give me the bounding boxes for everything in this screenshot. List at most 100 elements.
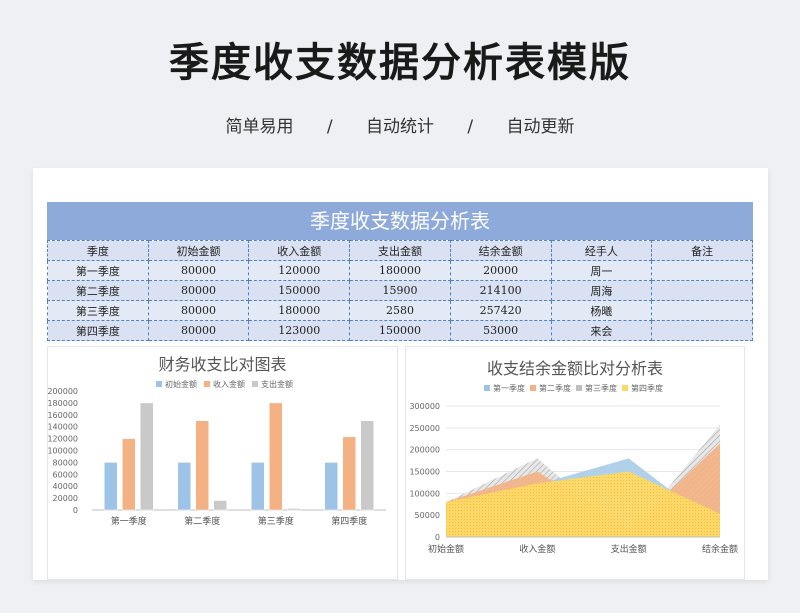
header-cell: 收入金额 <box>248 240 351 261</box>
table-cell: 180000 <box>349 260 451 281</box>
table-cell: 80000 <box>147 260 250 281</box>
legend-swatch <box>156 381 162 387</box>
y-tick-label: 200000 <box>48 387 78 396</box>
bar <box>195 420 209 511</box>
feature-easy: 简单易用 <box>225 117 294 137</box>
y-tick-label: 50000 <box>415 511 440 520</box>
bar <box>122 438 136 511</box>
x-tick-label: 收入金额 <box>519 543 555 555</box>
table-cell: 80000 <box>147 300 250 321</box>
x-tick-label: 第二季度 <box>184 515 220 527</box>
header-cell: 结余金额 <box>449 240 552 261</box>
bar <box>360 420 374 511</box>
header-cell: 备注 <box>651 240 753 261</box>
x-tick-label: 第一季度 <box>111 515 147 527</box>
table-cell: 第一季度 <box>47 260 149 281</box>
bar-chart: 财务收支比对图表 0 20000 40000 60000 80000 100000 1200… <box>47 346 398 580</box>
bar-chart-plot: 0 20000 40000 60000 80000 100000 120000 140000 1… <box>48 379 386 527</box>
legend-label: 第一季度 <box>493 383 525 393</box>
sheet-title: 季度收支数据分析表 <box>47 202 753 240</box>
bar <box>104 462 118 511</box>
bar <box>287 508 301 511</box>
table-cell: 20000 <box>449 260 552 281</box>
table-cell: 180000 <box>248 300 351 321</box>
table-row: 第一季度 80000 120000 180000 20000 周一 <box>47 260 753 281</box>
table-row: 第三季度 80000 180000 2580 257420 杨曦 <box>47 300 753 321</box>
table-cell: 257420 <box>449 300 552 321</box>
bar <box>140 402 154 511</box>
legend-swatch <box>576 385 582 391</box>
y-tick-label: 0 <box>73 506 78 515</box>
table-cell: 123000 <box>248 320 351 341</box>
table-cell: 53000 <box>449 320 552 341</box>
y-tick-label: 80000 <box>53 458 78 467</box>
feature-separator: / <box>326 117 333 137</box>
x-tick-label: 第四季度 <box>331 515 367 527</box>
table-cell: 来会 <box>550 320 653 341</box>
bar-chart-title: 财务收支比对图表 <box>158 355 287 374</box>
table-cell: 80000 <box>147 320 250 341</box>
bar <box>342 436 356 511</box>
table-cell: 杨曦 <box>550 300 653 321</box>
table-row: 第四季度 80000 123000 150000 53000 来会 <box>47 320 753 341</box>
feature-tags: 简单易用 / 自动统计 / 自动更新 <box>0 112 800 137</box>
y-tick-label: 140000 <box>48 423 78 432</box>
x-tick-label: 初始金额 <box>428 543 464 555</box>
legend-swatch <box>530 385 536 391</box>
page-title: 季度收支数据分析表模版 <box>169 40 631 86</box>
table-cell: 第二季度 <box>47 280 149 301</box>
spreadsheet-preview: 季度收支数据分析表 季度 初始金额 收入金额 支出金额 结余金额 经手人 备注 … <box>33 168 768 580</box>
y-tick-label: 160000 <box>48 411 78 420</box>
table-cell: 第四季度 <box>47 320 149 341</box>
table-cell <box>651 260 753 281</box>
legend-swatch <box>622 385 628 391</box>
y-tick-label: 180000 <box>48 399 78 408</box>
y-tick-label: 100000 <box>409 489 440 498</box>
feature-auto-update: 自动更新 <box>506 117 575 137</box>
area-chart: 收支结余金额比对分析表 0 50000 100000 150000 200000 2500… <box>405 346 745 580</box>
y-tick-label: 300000 <box>409 402 440 411</box>
table-cell: 120000 <box>248 260 351 281</box>
y-tick-label: 20000 <box>53 494 78 503</box>
data-table: 季度 初始金额 收入金额 支出金额 结余金额 经手人 备注 第一季度 80000… <box>47 240 753 341</box>
table-cell <box>651 280 753 301</box>
area-chart-title: 收支结余金额比对分析表 <box>486 359 663 378</box>
header-cell: 支出金额 <box>349 240 451 261</box>
legend-label: 第二季度 <box>539 383 571 393</box>
bar <box>324 462 338 511</box>
y-tick-label: 0 <box>435 533 440 542</box>
y-tick-label: 40000 <box>53 482 78 491</box>
table-cell: 150000 <box>248 280 351 301</box>
legend-swatch <box>204 381 210 387</box>
feature-auto-stat: 自动统计 <box>366 117 434 137</box>
table-cell: 214100 <box>449 280 552 301</box>
x-tick-label: 第三季度 <box>258 515 294 527</box>
bar <box>251 462 265 511</box>
y-tick-label: 250000 <box>409 424 440 433</box>
table-cell: 150000 <box>349 320 451 341</box>
table-header-row: 季度 初始金额 收入金额 支出金额 结余金额 经手人 备注 <box>47 240 753 261</box>
table-cell: 周海 <box>550 280 653 301</box>
bar <box>177 462 191 511</box>
x-tick-label: 结余金额 <box>702 543 738 555</box>
table-cell: 80000 <box>147 280 250 301</box>
legend-label: 收入金额 <box>213 379 245 389</box>
header-cell: 季度 <box>47 240 149 261</box>
legend-label: 第三季度 <box>585 383 617 393</box>
table-cell: 15900 <box>349 280 451 301</box>
y-tick-label: 100000 <box>48 447 78 456</box>
y-tick-label: 60000 <box>53 470 78 479</box>
table-cell <box>651 300 753 321</box>
bar <box>269 402 283 511</box>
table-cell <box>651 320 753 341</box>
legend-swatch <box>484 385 490 391</box>
legend-label: 第四季度 <box>631 383 663 393</box>
y-tick-label: 200000 <box>409 446 440 455</box>
legend-swatch <box>252 381 258 387</box>
x-tick-label: 支出金额 <box>611 543 647 555</box>
table-row: 第二季度 80000 150000 15900 214100 周海 <box>47 280 753 301</box>
header-cell: 经手人 <box>550 240 653 261</box>
header-cell: 初始金额 <box>147 240 250 261</box>
legend-label: 支出金额 <box>261 379 293 389</box>
feature-separator: / <box>467 117 474 137</box>
